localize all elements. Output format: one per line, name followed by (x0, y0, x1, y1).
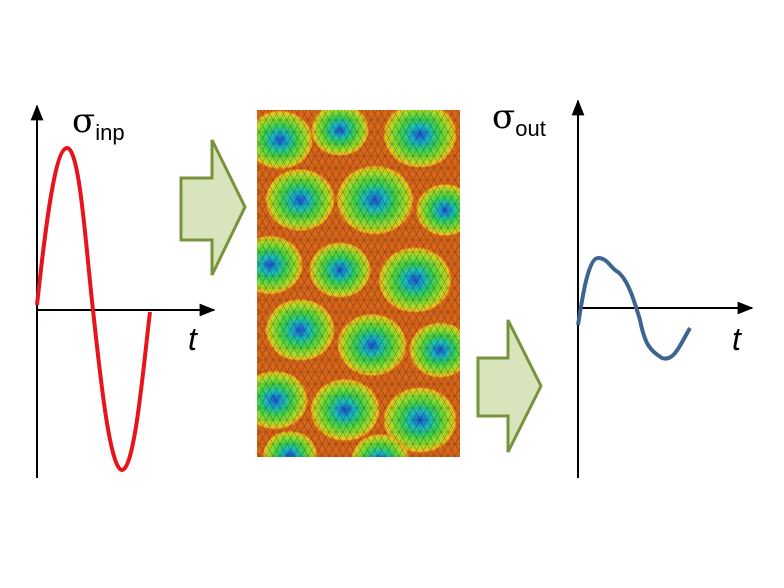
block-arrow (476, 319, 543, 453)
block-arrow (179, 139, 247, 276)
mesh-grain (257, 110, 460, 457)
output-plot: σout t (492, 97, 754, 478)
symbol: σ (492, 97, 515, 137)
subscript: inp (95, 120, 124, 145)
y-label: σinp (72, 101, 125, 145)
subscript: out (515, 116, 546, 141)
x-label: t (732, 321, 742, 357)
input-plot: σinp t (30, 101, 216, 478)
output-signal (576, 255, 692, 361)
x-label: t (188, 321, 198, 357)
symbol: σ (72, 101, 95, 141)
input-signal (35, 145, 152, 473)
y-label: σout (492, 97, 546, 141)
mesh-image (257, 110, 460, 457)
